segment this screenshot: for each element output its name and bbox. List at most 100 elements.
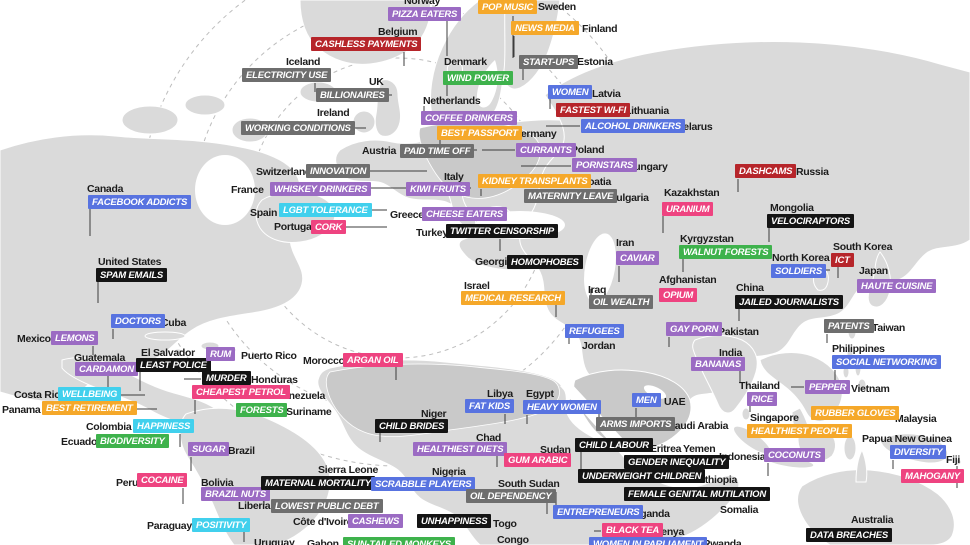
country-label: UAE: [664, 396, 686, 408]
category-badge: OPIUM: [659, 288, 698, 302]
country-label: Rwanda: [703, 538, 742, 545]
country-label: Israel: [464, 280, 490, 292]
country-label: Chad: [476, 432, 502, 444]
country-label: Turkey: [416, 227, 448, 239]
country-label: Philippines: [832, 343, 885, 355]
country-label: Pakistan: [718, 326, 759, 338]
category-badge: URANIUM: [662, 202, 714, 216]
country-label: Uruguay: [254, 537, 295, 545]
country-label: Yemen: [683, 443, 716, 455]
country-label: Austria: [362, 145, 397, 157]
country-label: Italy: [444, 171, 464, 183]
country-label: Colombia: [86, 421, 132, 433]
country-label: Ecuador: [61, 436, 101, 448]
category-badge: UNDERWEIGHT CHILDREN: [578, 469, 706, 483]
country-label: Panama: [2, 404, 41, 416]
country-label: India: [719, 347, 743, 359]
category-badge: MURDER: [202, 371, 251, 385]
category-badge: DIVERSITY: [890, 445, 947, 459]
country-label: North Korea: [772, 252, 830, 264]
category-badge: GAY PORN: [666, 322, 723, 336]
country-label: Finland: [582, 23, 618, 35]
category-badge: PAID TIME OFF: [400, 144, 475, 158]
country-label: France: [231, 184, 264, 196]
country-label: Iran: [616, 237, 635, 249]
country-label: United States: [98, 256, 162, 268]
country-label: Niger: [421, 408, 447, 420]
country-label: Latvia: [592, 88, 621, 100]
category-badge: MEDICAL RESEARCH: [461, 291, 565, 305]
category-badge: CHILD LABOUR: [575, 438, 653, 452]
country-label: El Salvador: [141, 347, 195, 359]
country-label: Russia: [796, 166, 829, 178]
country-label: Portugal: [274, 221, 315, 233]
category-badge: BLACK TEA: [602, 523, 664, 537]
country-label: Malaysia: [895, 413, 937, 425]
country-label: Nigeria: [432, 466, 466, 478]
country-label: Mongolia: [770, 202, 814, 214]
country-label: Vietnam: [851, 383, 890, 395]
category-badge: ALCOHOL DRINKERS: [581, 119, 685, 133]
category-badge: CHEAPEST PETROL: [192, 385, 290, 399]
category-badge: LEMONS: [51, 331, 99, 345]
category-badge: CURRANTS: [516, 143, 576, 157]
country-label: Gabon: [307, 538, 339, 545]
country-label: Hungary: [627, 161, 668, 173]
category-badge: HEALTHIEST PEOPLE: [747, 424, 852, 438]
category-badge: MATERNAL MORTALITY: [261, 476, 375, 490]
category-badge: RUM: [206, 347, 236, 361]
category-badge: HEAVY WOMEN: [523, 400, 601, 414]
country-label: Cuba: [161, 317, 187, 329]
country-label: Canada: [87, 183, 124, 195]
category-badge: LOWEST PUBLIC DEBT: [271, 499, 383, 513]
category-badge: ARMS IMPORTS: [596, 417, 676, 431]
country-label: Morocco: [303, 355, 345, 367]
category-badge: BILLIONAIRES: [316, 88, 389, 102]
country-label: Sierra Leone: [318, 464, 379, 476]
country-label: Ireland: [317, 107, 350, 119]
category-badge: ARGAN OIL: [343, 353, 403, 367]
country-label: Kyrgyzstan: [680, 233, 734, 245]
country-label: Bulgaria: [609, 192, 649, 204]
country-label: Togo: [493, 518, 517, 530]
category-badge: MATERNITY LEAVE: [524, 189, 618, 203]
country-label: Bolivia: [201, 477, 234, 489]
category-badge: HAPPINESS: [133, 419, 195, 433]
country-label: Thailand: [739, 380, 780, 392]
country-label: Taiwan: [872, 322, 906, 334]
category-badge: WOMEN IN PARLIAMENT: [589, 537, 708, 545]
category-badge: KIDNEY TRANSPLANTS: [478, 174, 592, 188]
category-badge: NEWS MEDIA: [511, 21, 579, 35]
category-badge: ICT: [831, 253, 854, 267]
category-badge: COFFEE DRINKERS: [421, 111, 517, 125]
country-label: Afghanistan: [659, 274, 717, 286]
category-badge: WELLBEING: [58, 387, 122, 401]
country-label: Liberia: [238, 500, 271, 512]
category-badge: ELECTRICITY USE: [242, 68, 332, 82]
country-label: Japan: [859, 265, 888, 277]
country-label: Poland: [571, 144, 605, 156]
category-badge: HOMOPHOBES: [507, 255, 583, 269]
country-label: Netherlands: [423, 95, 481, 107]
category-badge: WIND POWER: [443, 71, 513, 85]
country-label: Greece: [390, 209, 424, 221]
category-badge: FACEBOOK ADDICTS: [88, 195, 192, 209]
country-label: Egypt: [526, 388, 554, 400]
category-badge: CHEESE EATERS: [422, 207, 507, 221]
country-label: Iceland: [286, 56, 321, 68]
country-label: South Korea: [833, 241, 893, 253]
country-label: Costa Rica: [14, 389, 66, 401]
country-label: Singapore: [750, 412, 799, 424]
country-label: Brazil: [228, 445, 255, 457]
country-label: China: [736, 282, 764, 294]
category-badge: POSITIVITY: [192, 518, 251, 532]
category-badge: WHISKEY DRINKERS: [270, 182, 372, 196]
category-badge: LGBT TOLERANCE: [279, 203, 372, 217]
country-label: Switzerland: [256, 166, 312, 178]
country-label: Iraq: [588, 284, 607, 296]
category-badge: DOCTORS: [111, 314, 165, 328]
category-badge: LEAST POLICE: [136, 358, 211, 372]
category-badge: KIWI FRUITS: [406, 182, 470, 196]
category-badge: SPAM EMAILS: [96, 268, 168, 282]
category-badge: MEN: [632, 393, 661, 407]
